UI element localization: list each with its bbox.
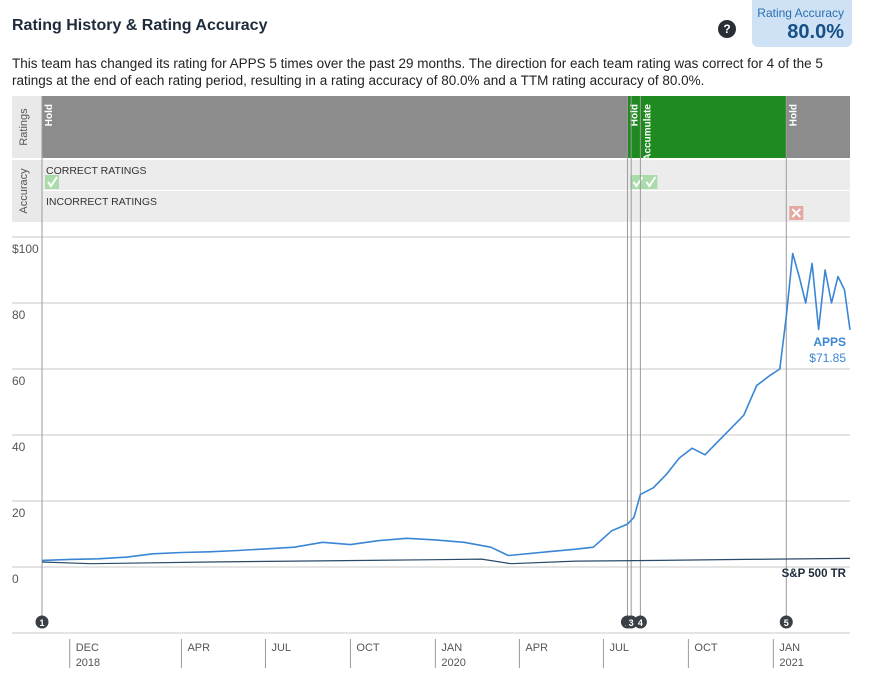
y-tick-label: 60 <box>12 374 26 388</box>
chart-description: This team has changed its rating for APP… <box>12 56 823 88</box>
rating-change-number: 4 <box>638 618 643 628</box>
x-tick-year: 2021 <box>779 657 803 669</box>
rating-segment-label: Hold <box>44 104 55 126</box>
check-icon <box>645 176 657 188</box>
rating-segment-label: Hold <box>788 104 799 126</box>
rating-change-number: 5 <box>784 618 789 628</box>
accuracy-row-label: Accuracy <box>18 168 30 214</box>
x-tick-label: JUL <box>271 642 291 654</box>
y-tick-label: 40 <box>12 440 26 454</box>
rating-change-marker <box>779 615 793 629</box>
x-tick-year: 2018 <box>76 657 100 669</box>
apps-price-label: $71.85 <box>809 351 846 365</box>
x-tick-label: JAN <box>779 642 800 654</box>
sp500-series-label: S&P 500 TR <box>782 568 847 580</box>
rating-segment-label: Accumulate <box>642 104 653 161</box>
rating-segment <box>640 96 787 158</box>
help-icon[interactable]: ? <box>718 20 736 38</box>
rating-change-number: 1 <box>39 618 44 628</box>
y-tick-label: 80 <box>12 308 26 322</box>
rating-accuracy-label: Rating Accuracy <box>757 6 844 20</box>
accuracy-row-label-bg <box>12 160 42 222</box>
check-icon <box>47 176 58 188</box>
rating-accuracy-badge: Rating Accuracy 80.0% <box>752 0 852 47</box>
ratings-row-label-bg <box>12 96 42 158</box>
correct-ratings-label: CORRECT RATINGS <box>46 165 147 177</box>
page-title: Rating History & Rating Accuracy <box>12 17 268 34</box>
y-tick-label: 0 <box>12 572 19 586</box>
apps-series-label: APPS <box>813 335 846 349</box>
rating-change-number: 3 <box>629 618 634 628</box>
incorrect-ratings-band <box>42 191 850 222</box>
rating-change-marker <box>633 615 647 629</box>
series-line <box>41 557 851 565</box>
rating-segment <box>786 96 850 158</box>
x-tick-label: DEC <box>76 642 99 654</box>
cross-icon <box>791 208 801 218</box>
correct-ratings-band <box>42 160 850 190</box>
x-tick-label: JUL <box>609 642 629 654</box>
x-tick-label: APR <box>525 642 548 654</box>
x-tick-label: OCT <box>356 642 380 654</box>
rating-accuracy-value: 80.0% <box>787 21 844 43</box>
x-tick-label: APR <box>187 642 210 654</box>
x-tick-year: 2020 <box>441 657 465 669</box>
y-tick-label: $100 <box>12 242 39 256</box>
x-tick-label: JAN <box>441 642 462 654</box>
rating-segment-label: Hold <box>629 104 640 126</box>
rating-change-marker <box>35 615 49 629</box>
x-tick-label: OCT <box>694 642 718 654</box>
series-line <box>41 252 851 562</box>
y-tick-label: 20 <box>12 506 26 520</box>
ratings-row-label: Ratings <box>18 108 30 146</box>
rating-change-marker <box>624 615 638 629</box>
rating-segment <box>42 96 628 158</box>
incorrect-ratings-label: INCORRECT RATINGS <box>46 196 157 208</box>
